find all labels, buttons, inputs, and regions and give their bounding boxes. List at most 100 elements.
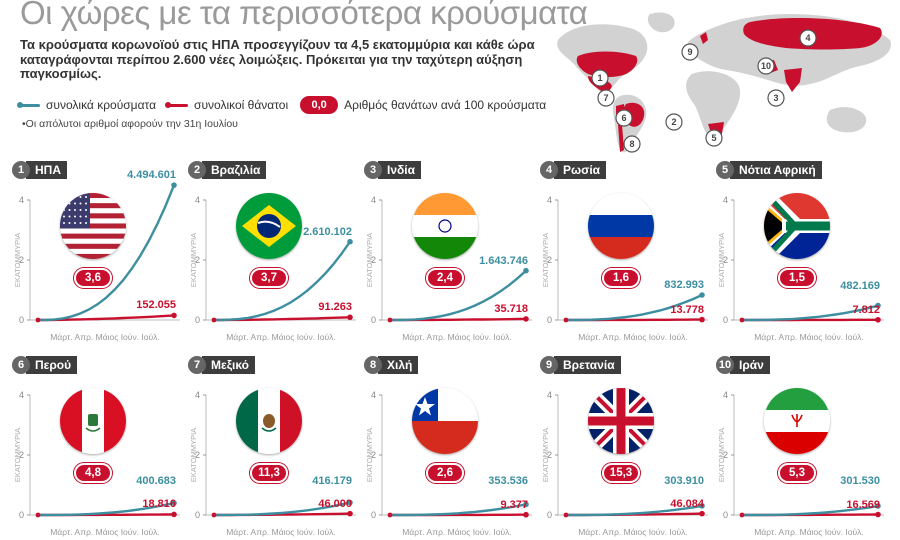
country-name: Νότια Αφρική (730, 161, 822, 179)
world-map: 4 9 10 1 7 3 6 2 5 8 (557, 12, 891, 153)
legend-cases: συνολικά κρούσματα (17, 98, 157, 112)
panel-header: 2 Βραζιλία (188, 160, 267, 180)
y-tick-label: 0 (723, 315, 728, 325)
deaths-per-100-badge: 1,6 (602, 268, 640, 288)
deaths-value-label: 7.812 (852, 303, 880, 316)
deaths-end-point (699, 510, 705, 517)
x-axis-months: Μάρτ. Απρ. Μάιος Ιούν. Ιούλ. (226, 527, 336, 537)
country-panel-us: 1 ΗΠΑ 0 2 4 ΕΚΑΤΟΜΜΥΡΙΑ Μάρτ. Απρ. Μάιος Ιούν.… (12, 160, 182, 345)
country-name: Βρετανία (554, 356, 621, 374)
deaths-end-point (875, 316, 881, 323)
cases-end-point (171, 182, 177, 188)
deaths-end-point (523, 316, 529, 322)
country-panel-za: 5 Νότια Αφρική 0 2 4 ΕΚΑΤΟΜΜΥΡΙΑ Μάρτ. Απρ. Μά… (716, 160, 886, 345)
cases-end-point (875, 302, 881, 309)
cases-end-point (347, 499, 353, 506)
legend-deaths: συνολικοί θάνατοι (165, 98, 288, 112)
flag-in-icon (412, 193, 478, 259)
map-marker-4: 4 (799, 29, 817, 47)
line-chart: 0 2 4 ΕΚΑΤΟΜΜΥΡΙΑ Μάρτ. Απρ. Μάιος Ιούν. Ιού… (189, 390, 356, 537)
y-tick-label: 0 (547, 510, 552, 520)
svg-text:1: 1 (597, 73, 602, 83)
deaths-value-label: 46.084 (670, 497, 704, 510)
y-axis-label: ΕΚΑΤΟΜΜΥΡΙΑ (189, 233, 198, 287)
deaths-per-100-badge: 11,3 (250, 463, 288, 483)
y-tick-label: 0 (371, 315, 376, 325)
rank-badge: 10 (716, 356, 734, 374)
line-chart: 0 2 4 ΕΚΑΤΟΜΜΥΡΙΑ Μάρτ. Απρ. Μάιος Ιούν. Ιού… (13, 390, 180, 537)
map-marker-7: 7 (597, 89, 615, 107)
flag-mx-icon (236, 388, 302, 454)
svg-text:6: 6 (621, 113, 626, 123)
flag-ru-icon (588, 193, 654, 259)
line-chart: 0 2 4 ΕΚΑΤΟΜΜΥΡΙΑ Μάρτ. Απρ. Μάιος Ιούν. Ιού… (13, 182, 180, 342)
y-axis-label: ΕΚΑΤΟΜΜΥΡΙΑ (541, 428, 550, 482)
country-panel-ir: 10 Ιράν 0 2 4 ΕΚΑΤΟΜΜΥΡΙΑ Μάρτ. Απρ. Μάιος Ιού… (716, 355, 886, 540)
panel-header: 6 Περού (12, 355, 78, 375)
deaths-value-label: 152.055 (136, 299, 176, 312)
cases-end-point (171, 500, 177, 506)
deaths-end-point (875, 511, 881, 518)
rank-badge: 1 (12, 161, 30, 179)
y-tick-label: 2 (547, 255, 552, 265)
cases-series-line (564, 504, 704, 517)
y-tick-label: 0 (195, 315, 200, 325)
svg-text:4: 4 (805, 33, 810, 43)
y-axis-label: ΕΚΑΤΟΜΜΥΡΙΑ (541, 233, 550, 287)
deaths-value-label: 9.377 (500, 498, 528, 511)
legend-ratio-label: Αριθμός θανάτων ανά 100 κρούσματα (344, 98, 547, 112)
panel-header: 9 Βρετανία (540, 355, 621, 375)
start-point (35, 512, 41, 518)
y-tick-label: 2 (195, 450, 200, 460)
start-point (387, 512, 393, 518)
deaths-end-point (347, 510, 353, 517)
cases-series-line (388, 503, 528, 517)
cases-series-line (36, 184, 176, 322)
cases-series-line (36, 501, 176, 517)
svg-text:5: 5 (711, 133, 716, 143)
deaths-end-point (347, 314, 353, 321)
country-name: Ινδία (378, 161, 421, 179)
deaths-per-100-badge: 2,4 (426, 268, 464, 288)
y-tick-label: 0 (547, 315, 552, 325)
x-axis-months: Μάρτ. Απρ. Μάιος Ιούν. Ιούλ. (50, 527, 160, 537)
cases-value-label: 1.643.746 (479, 254, 528, 267)
svg-text:2: 2 (671, 117, 676, 127)
cases-end-point (699, 503, 705, 509)
cases-value-label: 400.683 (136, 475, 176, 487)
svg-text:8: 8 (629, 139, 634, 149)
start-point (739, 317, 745, 323)
ratio-badge-sample: 0,0 (300, 96, 339, 114)
y-tick-label: 2 (547, 450, 552, 460)
deaths-value-label: 16.569 (846, 498, 880, 511)
y-tick-label: 0 (19, 315, 24, 325)
deaths-line-icon (165, 102, 189, 108)
map-marker-9: 9 (681, 43, 699, 61)
deaths-per-100-badge: 15,3 (602, 463, 640, 483)
x-axis-months: Μάρτ. Απρ. Μάιος Ιούν. Ιούλ. (402, 332, 512, 342)
deaths-per-100-badge: 5,3 (778, 463, 816, 483)
cases-value-label: 303.910 (664, 475, 704, 487)
panel-header: 4 Ρωσία (540, 160, 607, 180)
deaths-value-label: 46.000 (318, 497, 352, 510)
panel-header: 5 Νότια Αφρική (716, 160, 822, 180)
map-marker-10: 10 (757, 57, 775, 75)
y-tick-label: 4 (371, 390, 376, 400)
map-marker-8: 8 (623, 135, 641, 153)
svg-text:10: 10 (761, 61, 771, 71)
y-tick-label: 0 (723, 510, 728, 520)
map-marker-3: 3 (767, 89, 785, 107)
deaths-per-100-badge: 3,6 (74, 268, 112, 288)
cases-series-line (740, 504, 880, 517)
rank-badge: 4 (540, 161, 558, 179)
cases-end-point (875, 503, 881, 509)
y-tick-label: 2 (723, 450, 728, 460)
cases-line-icon (17, 102, 40, 108)
country-name: Μεξικό (202, 356, 255, 374)
y-tick-label: 2 (19, 255, 24, 265)
flag-gb-icon (588, 388, 654, 454)
rank-badge: 8 (364, 356, 382, 374)
y-tick-label: 2 (19, 450, 24, 460)
legend-cases-label: συνολικά κρούσματα (46, 98, 157, 112)
svg-text:3: 3 (773, 93, 778, 103)
